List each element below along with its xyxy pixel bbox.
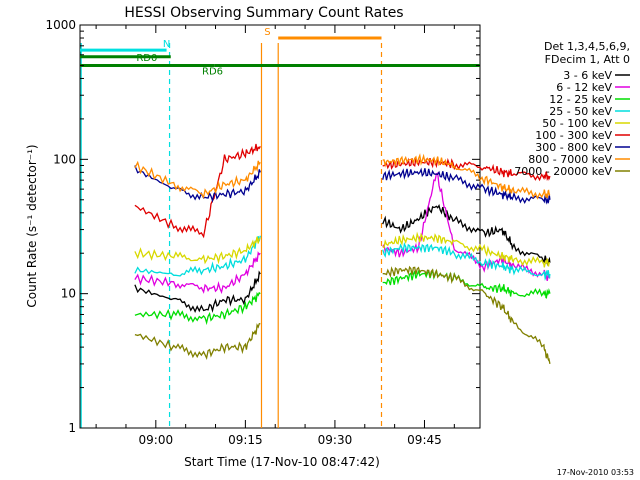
series-line [382,172,551,281]
series-line [134,235,261,277]
series-line [382,153,551,200]
plot-frame [79,24,481,429]
series-line [382,242,551,281]
series-line [382,203,551,267]
legend-entry-label: 300 - 800 keV [535,141,612,154]
y-tick-label: 1 [68,421,76,435]
series-line [134,160,261,199]
legend-entry-label: 50 - 100 keV [542,117,612,130]
series-line [382,269,551,299]
plot-area: N RD0 S RD6 1 10 100 1000 09:00 09:15 09:30 09:45 [45,18,551,447]
legend-entry-label: 25 - 50 keV [549,105,612,118]
series-line [134,236,261,265]
data-series [134,143,551,365]
y-tick-label: 10 [61,287,76,301]
x-tick-label: 09:15 [228,433,263,447]
legend-entry-label: 6 - 12 keV [556,81,612,94]
vertical-lines [80,43,383,428]
state-bar-label: S [264,27,270,38]
series-line [134,165,261,204]
chart-title: HESSI Observing Summary Count Rates [124,5,403,21]
series-line [382,167,551,205]
x-axis-label: Start Time (17-Nov-10 08:47:42) [184,455,380,469]
series-line [134,322,261,361]
series-line [382,157,551,182]
state-bar-label: RD0 [136,53,157,64]
series-line [134,251,261,295]
legend-header-line-1: Det 1,3,4,5,6,9, [544,40,630,53]
series-line [134,291,261,326]
x-tick-label: 09:45 [407,433,442,447]
series-line [382,231,550,268]
state-bar-label: N [163,39,170,50]
series-line [134,143,261,239]
y-tick-label: 1000 [45,18,76,32]
legend-entry-label: 3 - 6 keV [563,69,612,82]
legend-entry-label: 800 - 7000 keV [528,153,612,166]
legend: Det 1,3,4,5,6,9, FDecim 1, Att 0 3 - 6 k… [514,40,630,178]
legend-entry-label: 7000 - 20000 keV [514,165,612,178]
legend-header-line-2: FDecim 1, Att 0 [545,53,630,66]
legend-entry-label: 100 - 300 keV [535,129,612,142]
x-tick-label: 09:00 [139,433,174,447]
series-line [134,270,261,314]
state-bar-label: RD6 [202,66,223,77]
y-tick-label: 100 [53,152,76,166]
y-axis-ticks: 1 10 100 1000 [45,18,480,435]
x-tick-label: 09:30 [318,433,353,447]
y-axis-label: Count Rate (s⁻¹ detector⁻¹) [25,144,39,307]
series-line [382,265,551,365]
footer-timestamp: 17-Nov-2010 03:53 [556,468,634,477]
legend-entry-label: 12 - 25 keV [549,93,612,106]
state-bars: N RD0 S RD6 [80,27,480,77]
x-axis-ticks: 09:00 09:15 09:30 09:45 [95,25,455,447]
